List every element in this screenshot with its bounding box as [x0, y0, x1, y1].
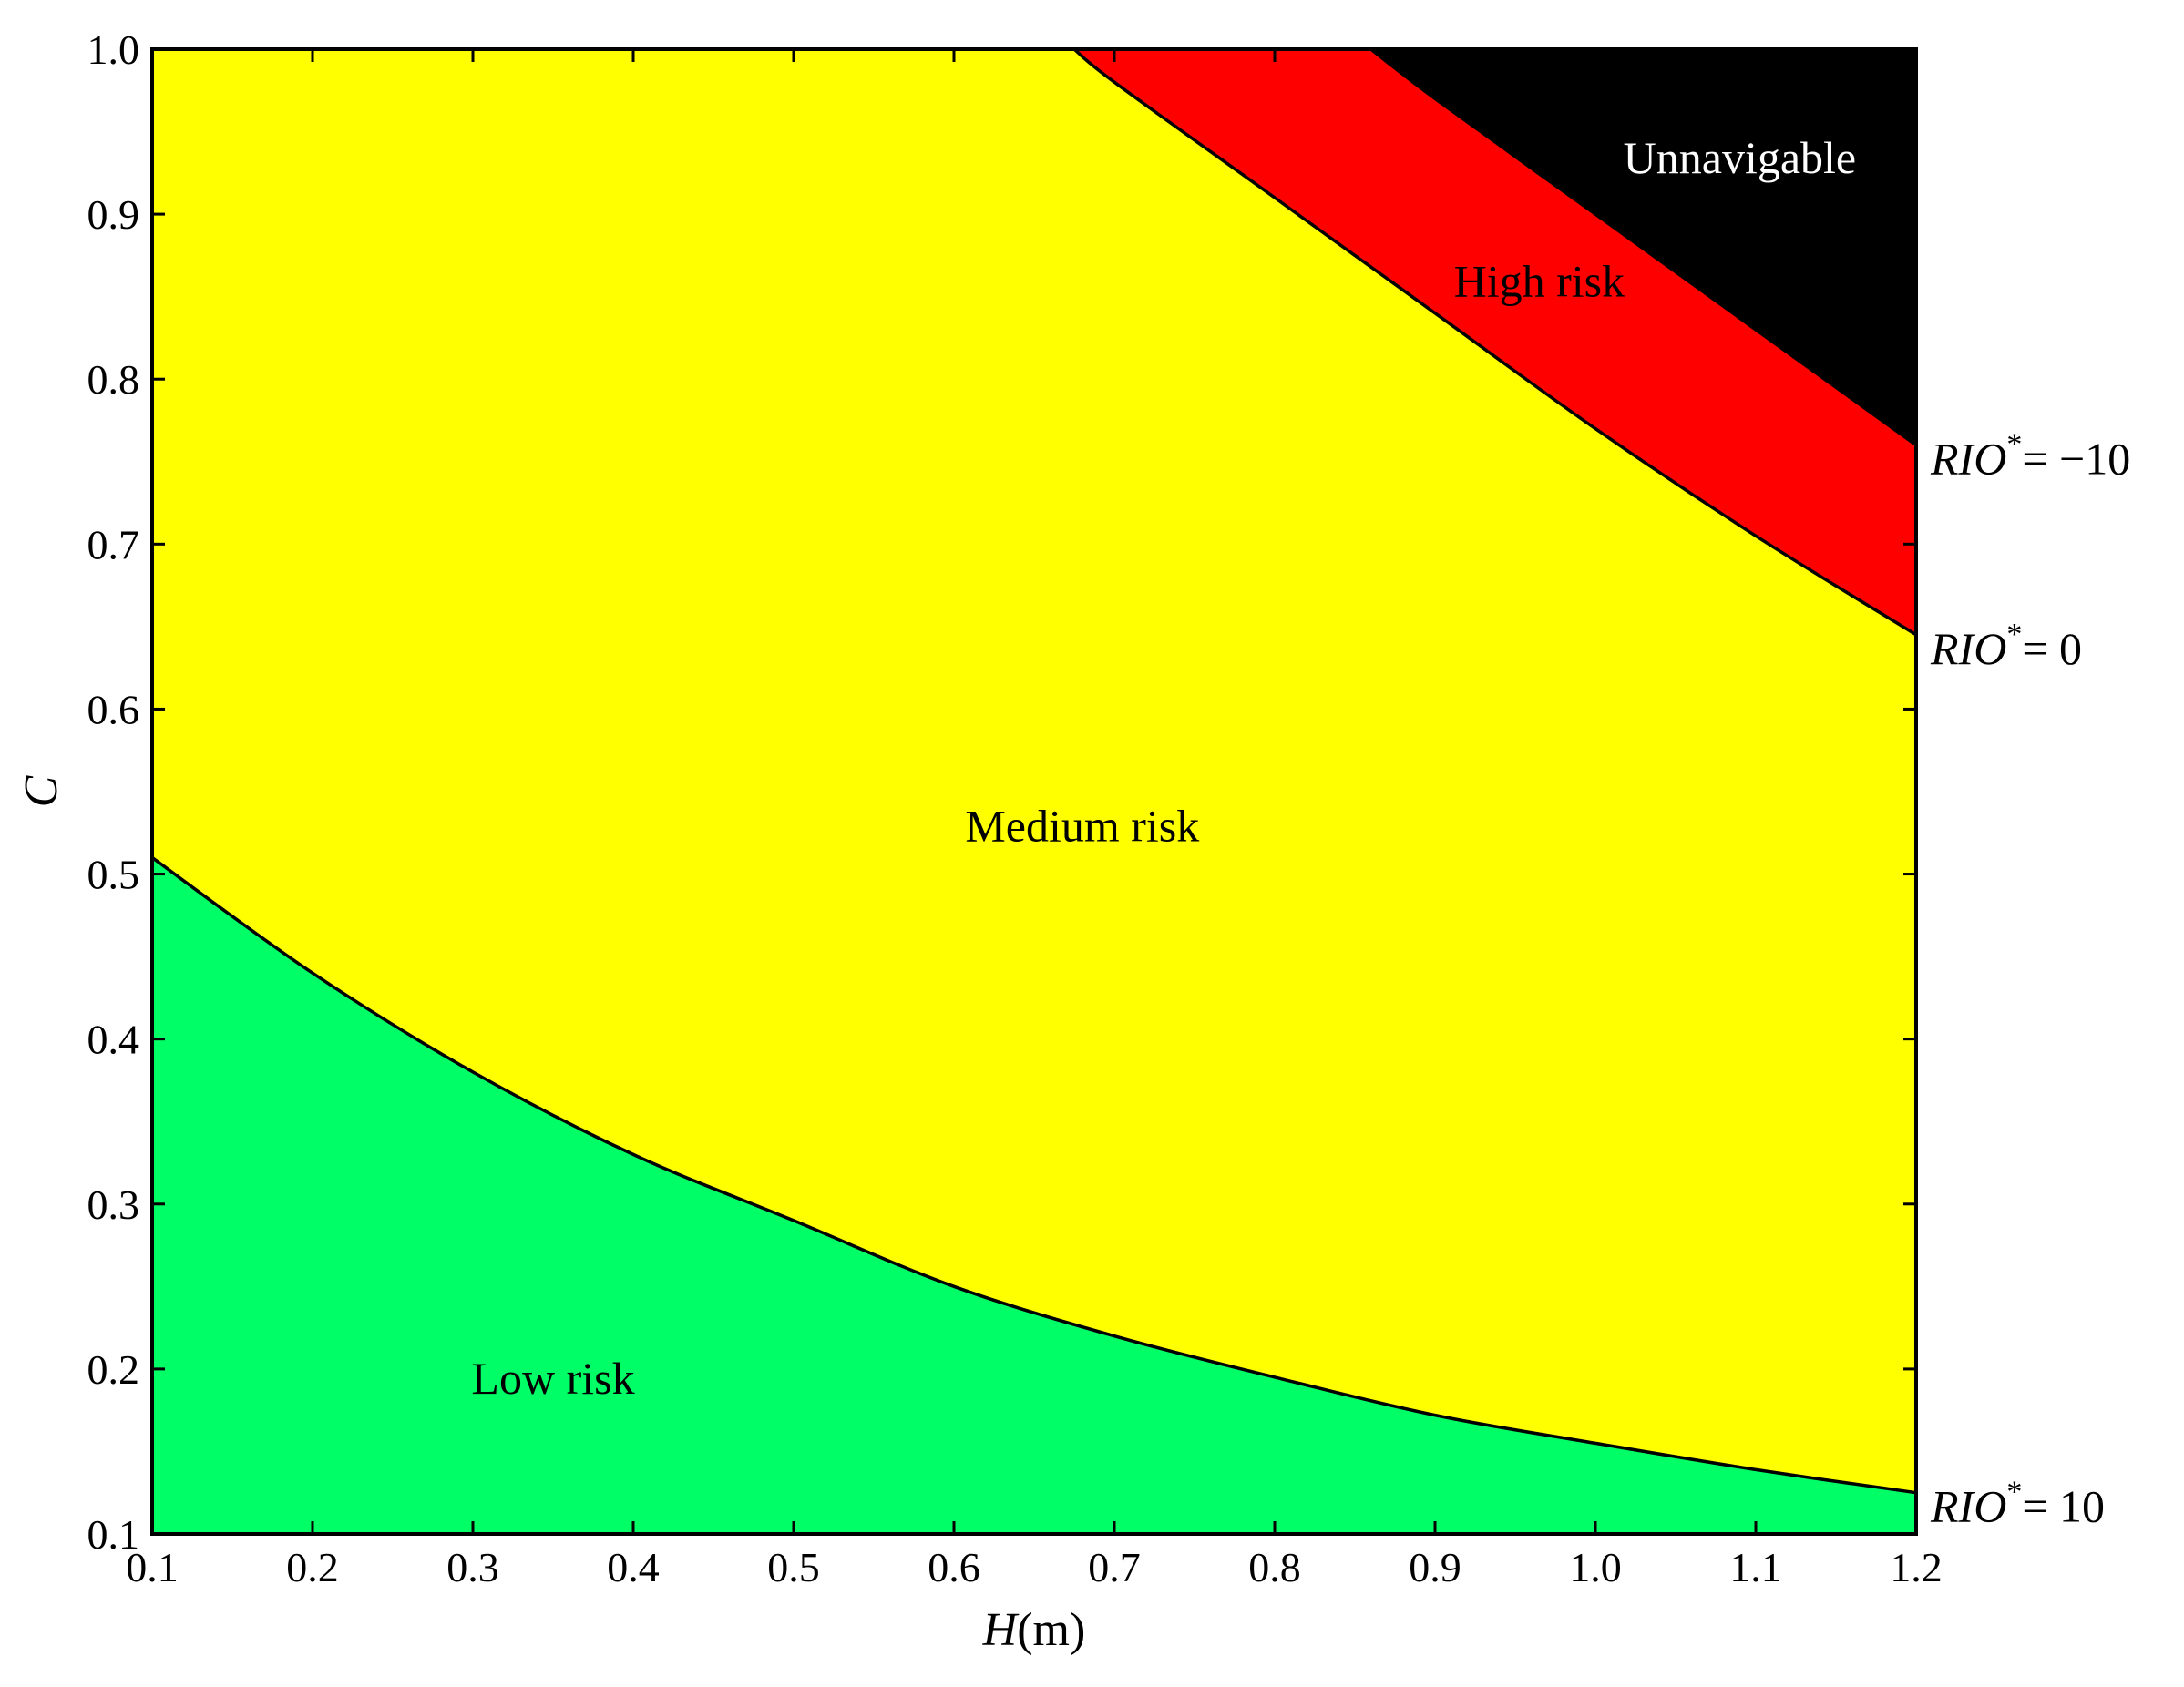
x-axis-title: H(m) — [982, 1604, 1086, 1656]
boundary-rion10 — [1369, 47, 1918, 447]
x-tick-label: 0.8 — [1248, 1544, 1301, 1590]
curve-labels: RIO*= 10 RIO*= 0 RIO*= −10 — [1930, 428, 2130, 1532]
x-tick-label: 1.1 — [1729, 1544, 1782, 1590]
x-axis-var: H — [982, 1604, 1020, 1656]
x-axis-unit: (m) — [1017, 1604, 1085, 1656]
y-tick-label: 0.1 — [87, 1511, 140, 1558]
x-tick-label: 0.6 — [928, 1544, 980, 1590]
y-tick-label: 0.7 — [87, 521, 140, 567]
x-tick-label: 0.4 — [607, 1544, 660, 1590]
curve-label-rio10: RIO*= 10 — [1930, 1476, 2105, 1532]
y-tick-label: 0.9 — [87, 191, 140, 238]
region-label-unnavigable: Unnavigable — [1624, 132, 1856, 183]
y-tick-label: 0.8 — [87, 356, 140, 403]
tick-labels: 0.1 0.2 0.3 0.4 0.5 0.6 0.7 0.8 0.9 1.0 1.1 1.2 0.1 0… — [87, 26, 1943, 1590]
curve-label-rion10: RIO*= −10 — [1930, 428, 2130, 485]
y-tick-label: 0.3 — [87, 1181, 140, 1228]
axis-ticks — [150, 47, 1918, 1536]
y-axis-title: C — [15, 774, 67, 807]
y-tick-label: 0.6 — [87, 686, 140, 732]
risk-regions — [152, 49, 1916, 1534]
y-tick-label: 0.5 — [87, 852, 140, 898]
region-labels: Low risk Medium risk High risk Unnavigable — [471, 132, 1856, 1404]
region-low-risk — [152, 857, 1916, 1534]
region-label-high-risk: High risk — [1454, 256, 1625, 307]
plot-frame — [150, 47, 1918, 1536]
boundary-rio0 — [1072, 47, 1917, 637]
boundary-rio10 — [150, 856, 1917, 1495]
boundary-curves — [150, 47, 1918, 1495]
x-tick-label: 0.7 — [1088, 1544, 1141, 1590]
curve-label-rio0: RIO*= 0 — [1930, 618, 2082, 674]
x-tick-label: 0.5 — [767, 1544, 820, 1590]
x-tick-label: 1.2 — [1890, 1544, 1943, 1590]
x-tick-label: 0.3 — [446, 1544, 499, 1590]
y-tick-label: 0.2 — [87, 1346, 140, 1393]
x-tick-label: 1.0 — [1569, 1544, 1622, 1590]
region-label-low-risk: Low risk — [471, 1353, 634, 1404]
x-tick-label: 0.9 — [1409, 1544, 1461, 1590]
y-tick-label: 0.4 — [87, 1017, 140, 1063]
x-tick-label: 0.2 — [286, 1544, 339, 1590]
x-tick-label: 0.1 — [126, 1544, 179, 1590]
region-label-medium-risk: Medium risk — [965, 800, 1199, 851]
y-tick-label: 1.0 — [87, 26, 140, 73]
